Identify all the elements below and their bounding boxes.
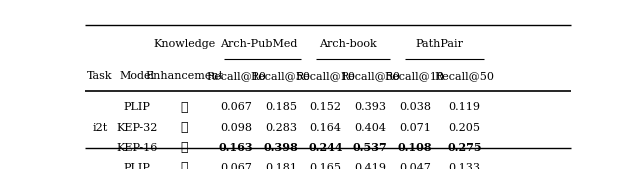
Text: 0.047: 0.047 (399, 163, 431, 169)
Text: 0.152: 0.152 (310, 102, 342, 112)
Text: ✗: ✗ (180, 101, 188, 114)
Text: 0.163: 0.163 (219, 142, 253, 153)
Text: Arch-PubMed: Arch-PubMed (220, 39, 297, 49)
Text: 0.181: 0.181 (265, 163, 297, 169)
Text: i2t: i2t (92, 123, 108, 133)
Text: PLIP: PLIP (124, 102, 150, 112)
Text: Recall@10: Recall@10 (206, 71, 266, 81)
Text: Recall@50: Recall@50 (435, 71, 495, 81)
Text: KEP-32: KEP-32 (116, 123, 157, 133)
Text: 0.108: 0.108 (397, 142, 432, 153)
Text: 0.133: 0.133 (449, 163, 481, 169)
Text: 0.067: 0.067 (220, 163, 252, 169)
Text: ✗: ✗ (180, 161, 188, 169)
Text: Recall@10: Recall@10 (296, 71, 356, 81)
Text: 0.067: 0.067 (220, 102, 252, 112)
Text: 0.398: 0.398 (264, 142, 298, 153)
Text: PLIP: PLIP (124, 163, 150, 169)
Text: 0.205: 0.205 (449, 123, 481, 133)
Text: 0.098: 0.098 (220, 123, 252, 133)
Text: 0.393: 0.393 (354, 102, 386, 112)
Text: 0.071: 0.071 (399, 123, 431, 133)
Text: Enhancement: Enhancement (145, 71, 223, 81)
Text: 0.404: 0.404 (354, 123, 386, 133)
Text: KEP-16: KEP-16 (116, 143, 157, 153)
Text: 0.038: 0.038 (399, 102, 431, 112)
Text: 0.165: 0.165 (310, 163, 342, 169)
Text: Knowledge: Knowledge (153, 39, 215, 49)
Text: ✓: ✓ (180, 141, 188, 154)
Text: 0.537: 0.537 (353, 142, 388, 153)
Text: 0.119: 0.119 (449, 102, 481, 112)
Text: 0.419: 0.419 (354, 163, 386, 169)
Text: Arch-book: Arch-book (319, 39, 377, 49)
Text: Recall@50: Recall@50 (340, 71, 400, 81)
Text: 0.275: 0.275 (447, 142, 482, 153)
Text: 0.185: 0.185 (265, 102, 297, 112)
Text: 0.164: 0.164 (310, 123, 342, 133)
Text: 0.244: 0.244 (308, 142, 343, 153)
Text: ✓: ✓ (180, 121, 188, 134)
Text: Recall@10: Recall@10 (385, 71, 445, 81)
Text: Model: Model (120, 71, 154, 81)
Text: Task: Task (87, 71, 113, 81)
Text: PathPair: PathPair (415, 39, 463, 49)
Text: Recall@50: Recall@50 (251, 71, 311, 81)
Text: 0.283: 0.283 (265, 123, 297, 133)
